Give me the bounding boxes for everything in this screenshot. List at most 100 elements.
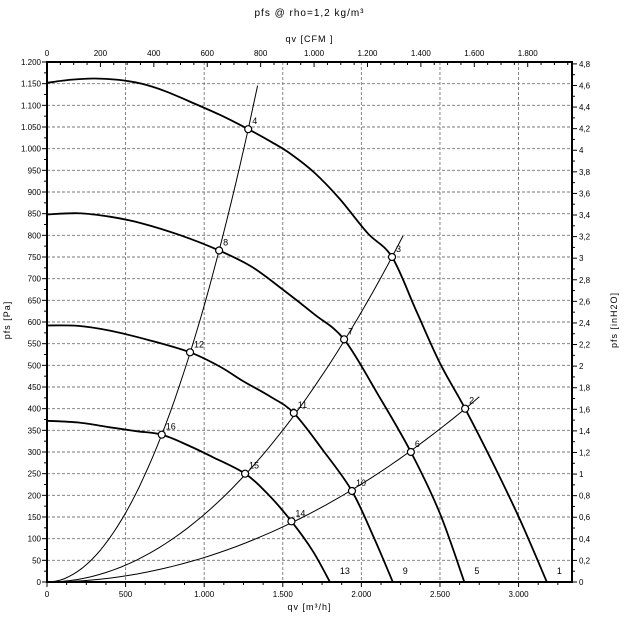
svg-text:200: 200 xyxy=(94,49,108,58)
svg-text:1.050: 1.050 xyxy=(21,123,42,132)
svg-text:2,6: 2,6 xyxy=(579,297,591,306)
svg-text:2,8: 2,8 xyxy=(579,276,591,285)
svg-text:3: 3 xyxy=(579,254,584,263)
operating-point-11 xyxy=(289,408,298,418)
operating-point-14 xyxy=(287,517,296,526)
fan-curve-1 xyxy=(46,77,548,583)
svg-text:0: 0 xyxy=(579,578,584,587)
svg-text:1.500: 1.500 xyxy=(273,590,294,599)
svg-text:4: 4 xyxy=(579,146,584,155)
operating-point-label-1: 1 xyxy=(557,566,562,576)
svg-text:800: 800 xyxy=(28,231,42,240)
chart-title: pfs @ rho=1,2 kg/m³ xyxy=(254,8,365,19)
svg-text:1.200: 1.200 xyxy=(21,58,42,67)
svg-text:600: 600 xyxy=(28,318,42,327)
operating-point-4 xyxy=(244,125,253,134)
svg-text:0,2: 0,2 xyxy=(579,556,591,565)
operating-point-8 xyxy=(215,246,224,255)
operating-point-label-11: 11 xyxy=(298,400,307,410)
svg-text:4,4: 4,4 xyxy=(579,103,591,112)
fan-curve-3 xyxy=(46,324,394,583)
svg-text:3,6: 3,6 xyxy=(579,189,591,198)
operating-point-label-2: 2 xyxy=(469,396,474,406)
svg-text:1.200: 1.200 xyxy=(357,49,378,58)
svg-text:500: 500 xyxy=(28,361,42,370)
operating-point-2 xyxy=(461,404,470,413)
svg-text:250: 250 xyxy=(28,470,42,479)
svg-text:1.000: 1.000 xyxy=(304,49,325,58)
operating-point-label-8: 8 xyxy=(223,238,228,248)
svg-text:0: 0 xyxy=(37,578,42,587)
svg-text:800: 800 xyxy=(254,49,268,58)
svg-text:1.000: 1.000 xyxy=(194,590,215,599)
operating-point-label-3: 3 xyxy=(396,244,401,254)
svg-text:4,6: 4,6 xyxy=(579,81,591,90)
svg-text:200: 200 xyxy=(28,491,42,500)
operating-point-15 xyxy=(240,469,250,478)
svg-text:1.000: 1.000 xyxy=(21,145,42,154)
svg-text:350: 350 xyxy=(28,426,42,435)
svg-text:300: 300 xyxy=(28,448,42,457)
gridlines xyxy=(47,62,572,582)
svg-text:0,6: 0,6 xyxy=(579,513,591,522)
operating-point-12 xyxy=(185,348,195,357)
operating-point-label-9: 9 xyxy=(403,566,408,576)
svg-text:2.000: 2.000 xyxy=(351,590,372,599)
svg-text:400: 400 xyxy=(28,405,42,414)
operating-point-label-16: 16 xyxy=(166,422,176,432)
svg-text:4,2: 4,2 xyxy=(579,125,591,134)
operating-point-label-15: 15 xyxy=(249,461,259,471)
operating-point-label-5: 5 xyxy=(474,566,479,576)
operating-point-10 xyxy=(347,486,357,496)
svg-text:1,2: 1,2 xyxy=(579,448,591,457)
svg-text:4,8: 4,8 xyxy=(579,60,591,69)
svg-text:1.800: 1.800 xyxy=(518,49,539,58)
svg-text:750: 750 xyxy=(28,253,42,262)
svg-text:2,2: 2,2 xyxy=(579,341,591,350)
svg-text:600: 600 xyxy=(201,49,215,58)
svg-text:3,2: 3,2 xyxy=(579,233,591,242)
svg-text:0,4: 0,4 xyxy=(579,535,591,544)
svg-text:1: 1 xyxy=(579,470,584,479)
svg-text:100: 100 xyxy=(28,535,42,544)
svg-text:50: 50 xyxy=(32,556,41,565)
operating-point-label-6: 6 xyxy=(415,439,420,449)
operating-point-16 xyxy=(157,430,166,439)
operating-point-3 xyxy=(387,252,397,262)
operating-point-label-4: 4 xyxy=(252,116,257,126)
svg-text:550: 550 xyxy=(28,340,42,349)
svg-text:1,6: 1,6 xyxy=(579,405,591,414)
svg-text:2: 2 xyxy=(579,362,584,371)
svg-text:3,4: 3,4 xyxy=(579,211,591,220)
svg-text:700: 700 xyxy=(28,275,42,284)
svg-text:400: 400 xyxy=(147,49,161,58)
svg-text:1.100: 1.100 xyxy=(21,101,42,110)
fan-curve-4 xyxy=(46,419,331,583)
operating-point-label-10: 10 xyxy=(356,478,366,488)
svg-text:500: 500 xyxy=(119,590,133,599)
svg-text:1.150: 1.150 xyxy=(21,80,42,89)
svg-text:1.400: 1.400 xyxy=(411,49,432,58)
svg-text:0: 0 xyxy=(45,590,50,599)
bottom-axis-title: qv [m³/h] xyxy=(287,602,332,612)
operating-point-label-14: 14 xyxy=(295,508,305,518)
svg-text:3.000: 3.000 xyxy=(509,590,530,599)
svg-text:1.600: 1.600 xyxy=(464,49,485,58)
operating-point-label-7: 7 xyxy=(348,326,353,336)
svg-text:3,8: 3,8 xyxy=(579,168,591,177)
svg-text:1,4: 1,4 xyxy=(579,427,591,436)
fan-curve-2 xyxy=(46,212,466,583)
system-curve-A xyxy=(46,85,259,583)
svg-text:450: 450 xyxy=(28,383,42,392)
operating-point-label-13: 13 xyxy=(340,566,350,576)
top-axis-title: qv [CFM ] xyxy=(285,34,334,44)
svg-text:650: 650 xyxy=(28,296,42,305)
svg-text:0: 0 xyxy=(45,49,50,58)
svg-text:850: 850 xyxy=(28,210,42,219)
svg-text:900: 900 xyxy=(28,188,42,197)
svg-text:1,8: 1,8 xyxy=(579,384,591,393)
svg-text:0,8: 0,8 xyxy=(579,492,591,501)
svg-text:950: 950 xyxy=(28,166,42,175)
